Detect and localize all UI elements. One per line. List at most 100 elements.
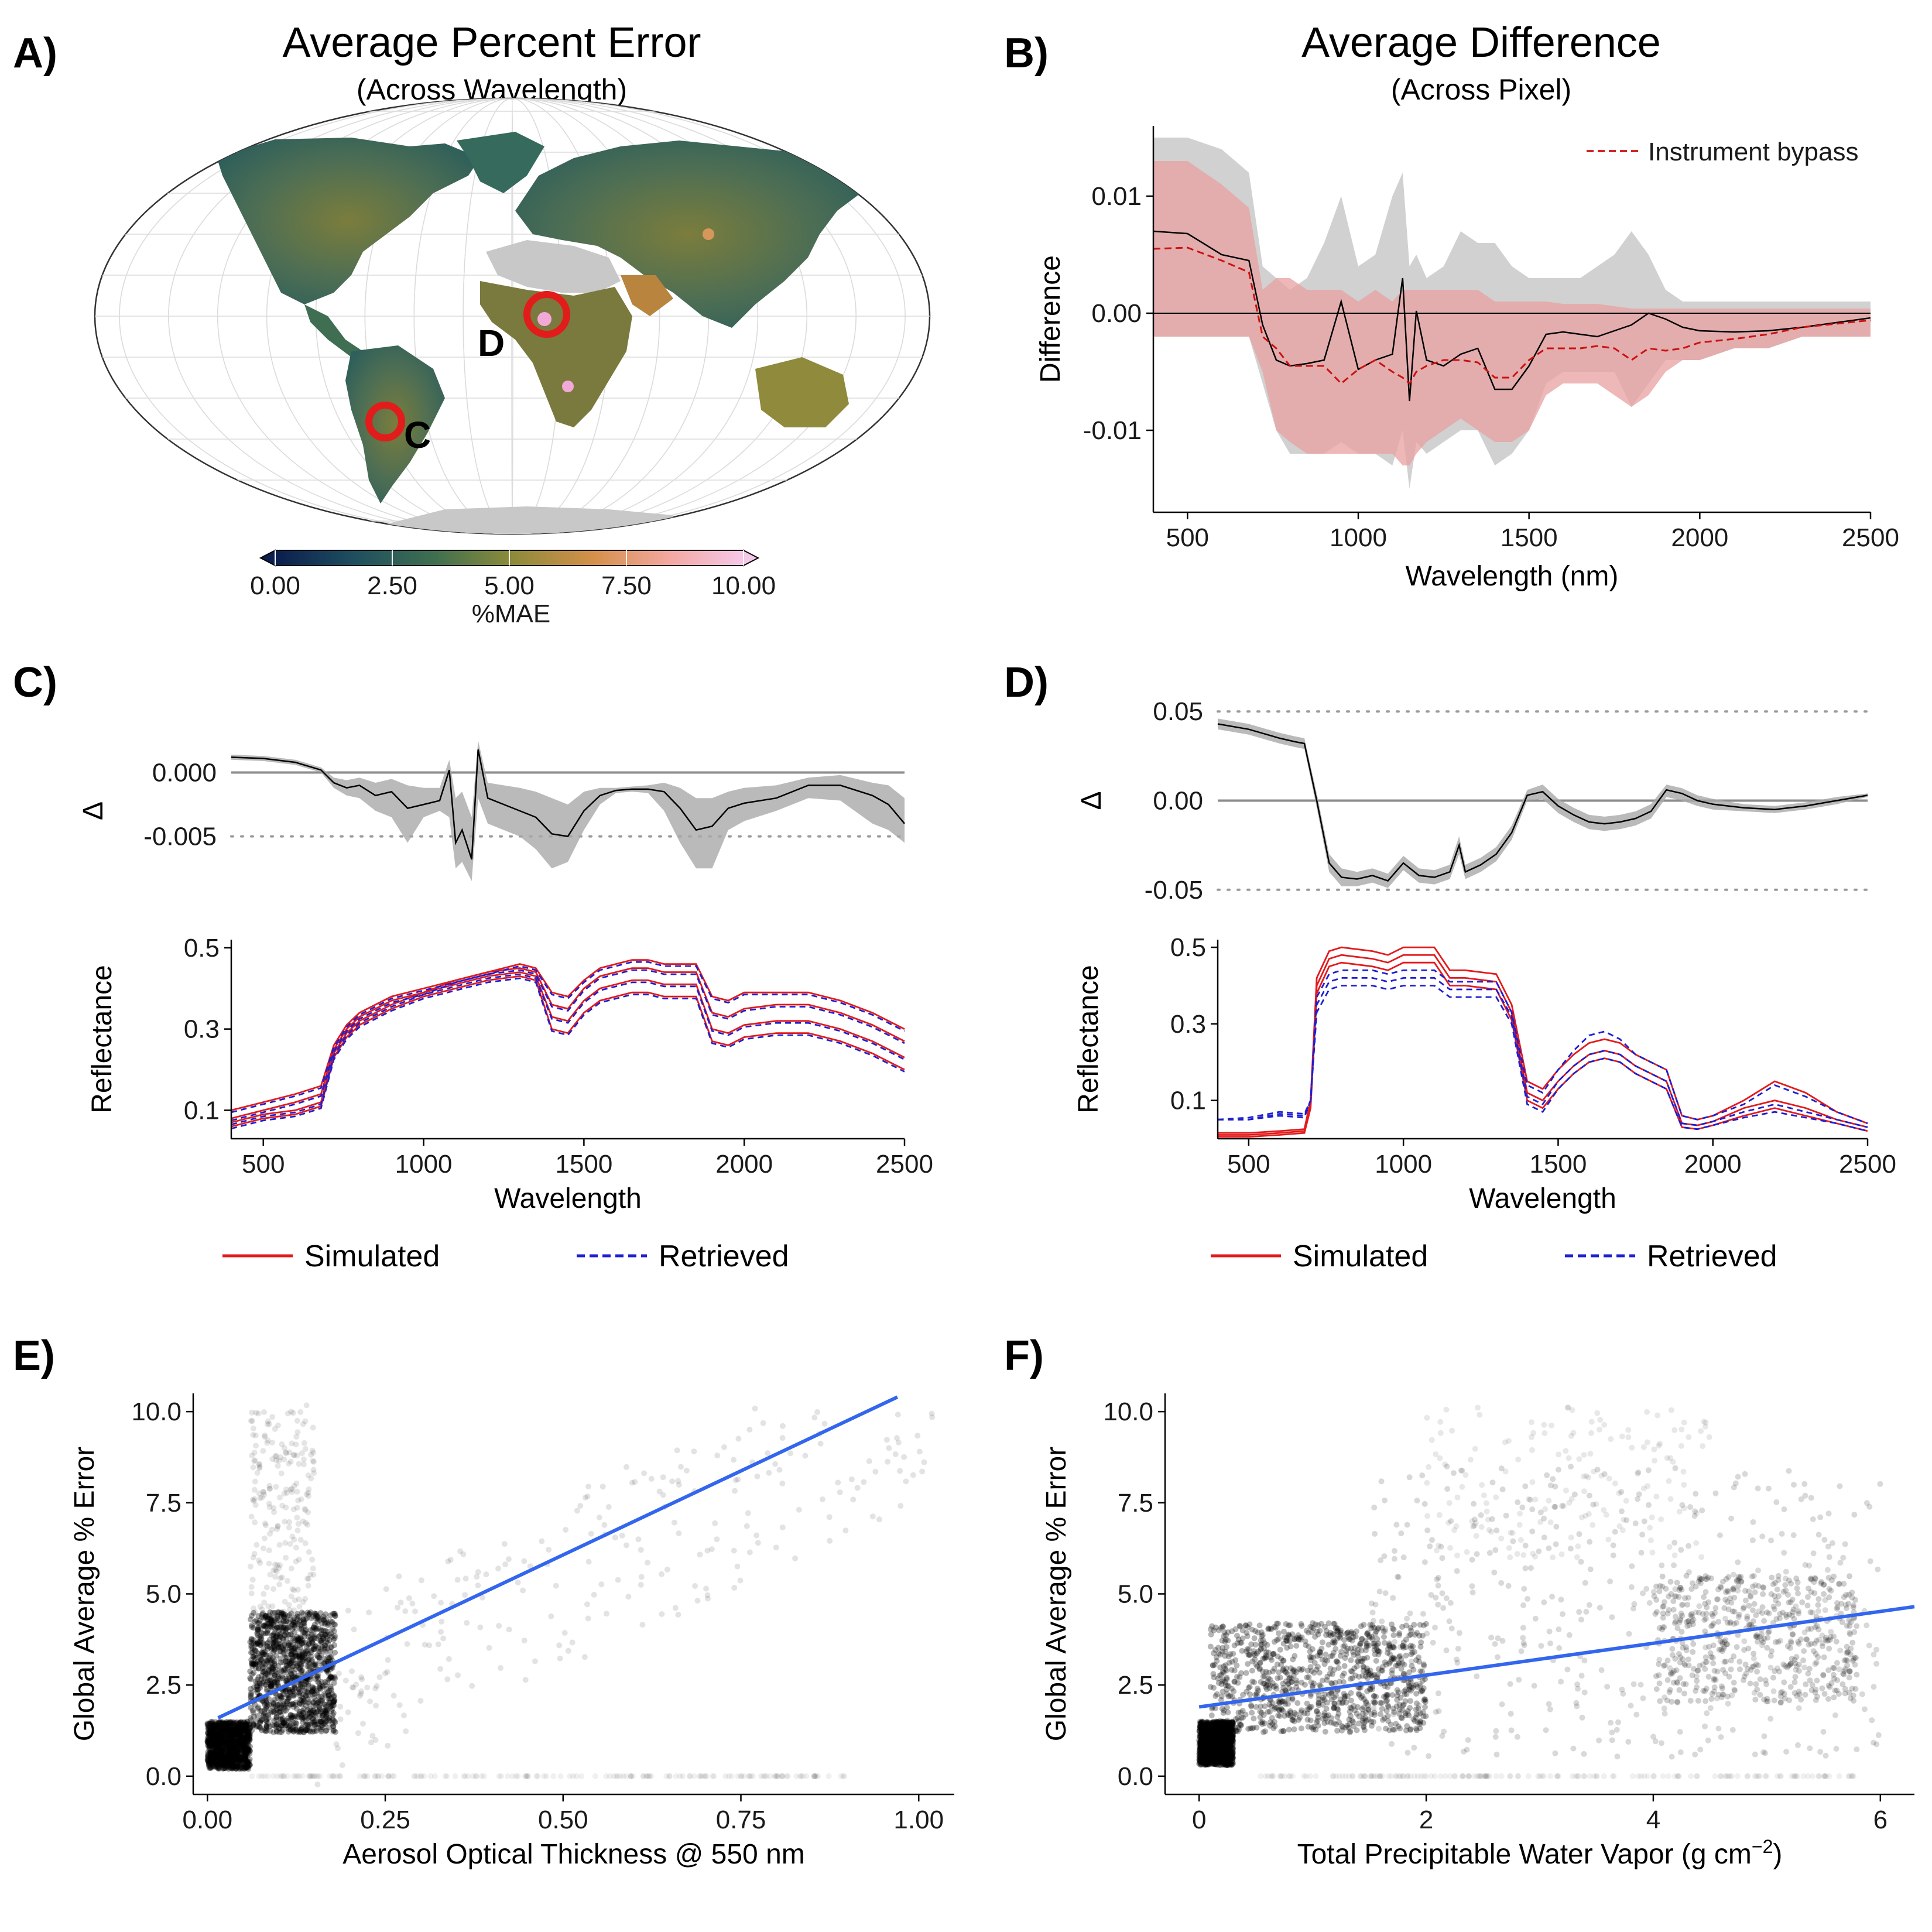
scatter-point <box>283 1654 290 1661</box>
scatter-point <box>255 1639 261 1645</box>
scatter-point <box>328 1644 335 1650</box>
scatter-point <box>310 1718 316 1725</box>
scatter-point <box>306 1714 313 1720</box>
scatter-point <box>303 1718 309 1724</box>
scatter-point <box>802 1453 809 1459</box>
scatter-point <box>211 1731 217 1737</box>
scatter-point <box>302 1628 309 1634</box>
scatter-point <box>261 1664 267 1670</box>
scatter-point <box>242 1745 248 1751</box>
scatter-point <box>252 1664 259 1671</box>
scatter-point <box>215 1730 222 1736</box>
scatter-point <box>1261 1645 1267 1652</box>
scatter-point <box>218 1727 225 1733</box>
scatter-point <box>321 1632 328 1638</box>
scatter-point <box>310 1646 316 1652</box>
scatter-point <box>286 1694 293 1701</box>
scatter-point <box>310 1712 317 1718</box>
scatter-point <box>326 1676 332 1683</box>
scatter-point <box>297 1657 303 1663</box>
scatter-point <box>773 1773 779 1779</box>
x-tick-label: 1000 <box>1375 1150 1432 1179</box>
scatter-point <box>236 1736 242 1743</box>
scatter-point <box>217 1753 222 1760</box>
scatter-point <box>321 1646 328 1653</box>
africa <box>480 281 632 427</box>
scatter-point <box>339 1762 345 1768</box>
scatter-point <box>1356 1691 1362 1698</box>
scatter-point <box>241 1763 248 1769</box>
scatter-point <box>861 1479 867 1485</box>
delta-y-tick-label: 0.000 <box>152 759 217 787</box>
scatter-point <box>255 1626 261 1632</box>
scatter-point <box>543 1773 550 1779</box>
scatter-point <box>437 1666 444 1672</box>
scatter-point <box>286 1718 292 1724</box>
hotspot-south-africa <box>562 381 574 392</box>
scatter-point <box>325 1695 331 1702</box>
scatter-point <box>439 1618 445 1625</box>
scatter-point <box>293 1654 299 1660</box>
scatter-point <box>204 1738 211 1745</box>
scatter-point <box>337 1704 344 1710</box>
legend-simulated-label: Simulated <box>304 1239 440 1273</box>
scatter-point <box>280 1635 286 1642</box>
scatter-point <box>314 1612 320 1619</box>
scatter-point <box>310 1450 317 1456</box>
scatter-point <box>318 1652 324 1659</box>
scatter-point <box>295 1689 302 1695</box>
scatter-point <box>241 1727 247 1733</box>
scatter-point <box>208 1759 214 1765</box>
scatter-point <box>326 1717 333 1724</box>
scatter-point <box>472 1773 479 1779</box>
scatter-point <box>304 1725 310 1732</box>
scatter-point <box>281 1608 287 1615</box>
scatter-point <box>269 1440 275 1445</box>
scatter-point <box>259 1717 265 1723</box>
scatter-point <box>330 1728 337 1734</box>
scatter-point <box>263 1716 270 1722</box>
scatter-point <box>328 1708 334 1714</box>
scatter-point <box>1218 1625 1224 1631</box>
scatter-point <box>412 1608 418 1615</box>
scatter-point <box>289 1671 295 1678</box>
scatter-point <box>461 1773 467 1779</box>
scatter-point <box>1340 1673 1345 1679</box>
scatter-point <box>294 1527 301 1534</box>
scatter-point <box>262 1614 269 1621</box>
scatter-point <box>264 1643 270 1649</box>
scatter-point <box>292 1629 298 1635</box>
scatter-point <box>315 1614 321 1620</box>
scatter-point <box>282 1658 289 1664</box>
scatter-point <box>226 1751 232 1757</box>
scatter-point <box>236 1756 242 1762</box>
scatter-point <box>1282 1687 1289 1694</box>
scatter-point <box>217 1720 224 1727</box>
site-d-marker <box>523 291 570 338</box>
scatter-point <box>218 1761 225 1767</box>
scatter-point <box>1375 1648 1381 1654</box>
x-tick-label: 500 <box>1166 523 1209 552</box>
scatter-point <box>253 1443 259 1449</box>
scatter-point <box>278 1634 284 1640</box>
scatter-point <box>249 1773 255 1779</box>
scatter-point <box>211 1731 218 1737</box>
scatter-point <box>301 1705 307 1712</box>
scatter-point <box>760 1420 766 1426</box>
scatter-point <box>264 1657 270 1664</box>
scatter-point <box>615 1577 621 1583</box>
scatter-point <box>1220 1678 1225 1684</box>
scatter-point <box>1256 1622 1263 1629</box>
scatter-point <box>243 1734 249 1740</box>
scatter-point <box>275 1613 281 1619</box>
scatter-point <box>316 1654 323 1660</box>
scatter-point <box>263 1698 269 1704</box>
scatter-point <box>223 1756 229 1762</box>
scatter-point <box>623 1773 629 1779</box>
scatter-point <box>255 1665 262 1671</box>
scatter-point <box>273 1724 280 1730</box>
scatter-point <box>232 1765 239 1772</box>
scatter-point <box>1321 1712 1327 1718</box>
scatter-point <box>262 1623 269 1630</box>
